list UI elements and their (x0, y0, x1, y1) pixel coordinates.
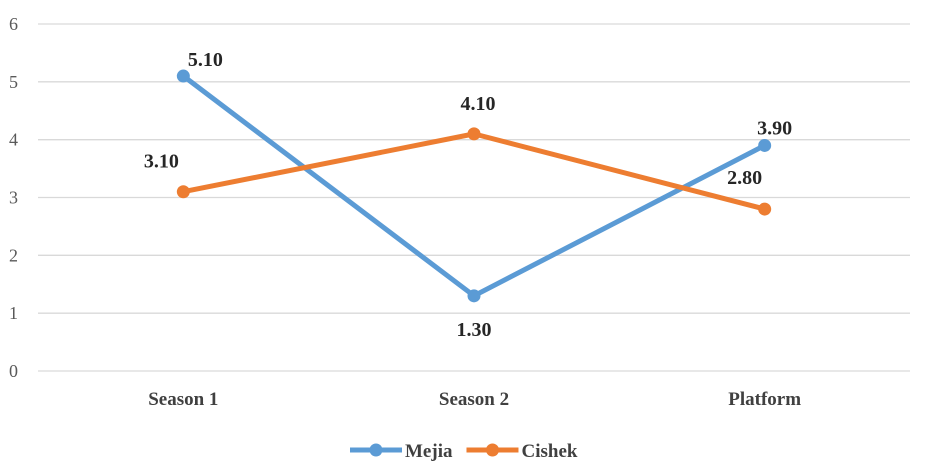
data-point-cishek (758, 202, 772, 216)
legend-marker (485, 443, 499, 457)
y-tick-label: 2 (9, 245, 18, 265)
series-group (176, 69, 772, 303)
y-axis: 0 1 2 3 4 5 6 (9, 14, 18, 381)
data-point-mejia (467, 289, 481, 303)
y-tick-label: 4 (9, 130, 18, 150)
y-tick-label: 6 (9, 14, 18, 34)
data-label-cishek: 3.10 (144, 151, 179, 173)
x-tick-label: Platform (728, 389, 801, 410)
legend-label: Mejia (405, 441, 453, 462)
y-tick-label: 0 (9, 361, 18, 381)
data-point-mejia (176, 69, 190, 83)
data-label-mejia: 1.30 (457, 319, 492, 341)
data-label-mejia: 3.90 (757, 117, 792, 139)
x-axis: Season 1 Season 2 Platform (148, 389, 801, 410)
legend-label: Cishek (521, 441, 577, 462)
legend: Mejia Cishek (350, 441, 578, 462)
x-tick-label: Season 2 (439, 389, 509, 410)
data-point-cishek (467, 127, 481, 141)
data-label-mejia: 5.10 (188, 49, 223, 71)
data-label-cishek: 2.80 (727, 167, 762, 189)
y-tick-label: 3 (9, 188, 18, 208)
legend-item-mejia: Mejia (350, 441, 453, 462)
legend-marker (369, 443, 383, 457)
y-tick-label: 5 (9, 72, 18, 92)
x-tick-label: Season 1 (148, 389, 218, 410)
y-tick-label: 1 (9, 303, 18, 323)
data-point-cishek (176, 185, 190, 199)
data-labels: 5.10 1.30 3.90 3.10 4.10 2.80 (144, 49, 792, 341)
data-label-cishek: 4.10 (461, 93, 496, 115)
legend-item-cishek: Cishek (466, 441, 578, 462)
data-point-mejia (758, 138, 772, 152)
